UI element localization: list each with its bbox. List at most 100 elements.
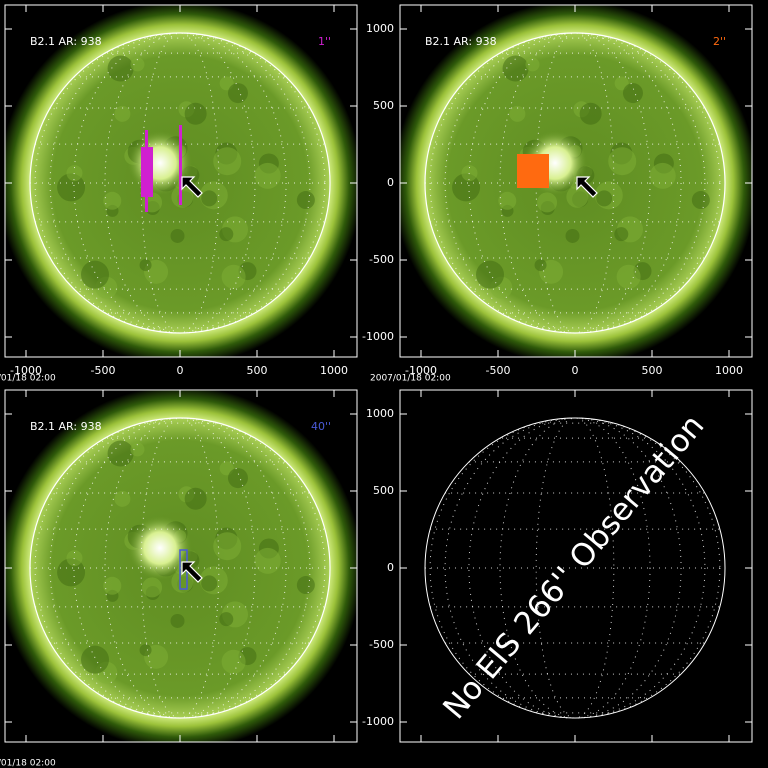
disk-patch <box>219 227 234 242</box>
disk-patch <box>296 191 315 210</box>
disk-patch <box>213 532 242 561</box>
plot-frame <box>399 4 753 358</box>
disk-patch <box>579 102 602 125</box>
disk-patch <box>142 577 163 598</box>
x-tick-label: 0 <box>572 364 579 377</box>
disk-patch <box>649 162 676 189</box>
disk-patch <box>107 55 134 82</box>
meridian <box>468 417 682 719</box>
disk-patch <box>66 550 83 567</box>
disk-patch <box>80 260 109 289</box>
no-data-message: No EIS 266'' Observation <box>436 408 711 726</box>
date-label: 2007/01/18 02:00 <box>0 374 56 384</box>
panel-label: B2.1 AR: 938 <box>30 35 102 48</box>
pointer-arrow <box>576 176 598 198</box>
disk-patch <box>254 547 281 574</box>
meridian <box>499 32 651 334</box>
disk-patch <box>596 190 613 207</box>
pointer-arrow <box>181 561 203 583</box>
disk-patch <box>139 644 152 657</box>
y-tick-label: 500 <box>373 99 394 112</box>
disk-patch <box>509 105 526 122</box>
disk-patch <box>103 576 122 595</box>
panel <box>5 390 357 742</box>
meridian <box>73 32 287 334</box>
disk-patch <box>566 185 589 208</box>
disk-patch <box>534 259 547 272</box>
disk-patch <box>66 165 83 182</box>
disk-patch <box>171 570 194 593</box>
slit-label: 2'' <box>713 35 726 48</box>
x-tick-label: 1000 <box>715 364 743 377</box>
disk-patch <box>57 558 86 587</box>
date-label: 2007/01/18 02:00 <box>370 374 451 384</box>
pointer-arrow <box>181 176 203 198</box>
disk-patch <box>254 162 281 189</box>
x-tick-label: 500 <box>642 364 663 377</box>
y-tick-label: -500 <box>369 253 394 266</box>
disk-patch <box>498 191 517 210</box>
x-tick-label: -500 <box>91 364 116 377</box>
y-tick-label: -1000 <box>362 715 394 728</box>
panel-label: B2.1 AR: 938 <box>30 420 102 433</box>
disk-patch <box>221 649 246 674</box>
disk-patch <box>537 192 558 213</box>
meridian <box>140 417 220 719</box>
disk-patch <box>475 260 504 289</box>
x-tick-label: 500 <box>247 364 268 377</box>
plot-frame <box>4 389 358 743</box>
y-tick-label: 1000 <box>366 22 394 35</box>
x-tick-label: -1000 <box>405 364 437 377</box>
slit-label: 40'' <box>311 420 331 433</box>
disk-patch <box>614 227 629 242</box>
x-tick-label: -500 <box>486 364 511 377</box>
y-tick-label: 1000 <box>366 407 394 420</box>
meridian <box>104 417 256 719</box>
disk-patch <box>170 228 185 243</box>
disk-patch <box>170 613 185 628</box>
y-tick-label: -1000 <box>362 330 394 343</box>
plot-frame <box>399 389 753 743</box>
disk-patch <box>296 576 315 595</box>
disk-patch <box>184 102 207 125</box>
x-tick-label: 1000 <box>320 364 348 377</box>
disk-patch <box>565 228 580 243</box>
panel-label: B2.1 AR: 938 <box>425 35 497 48</box>
disk-patch <box>525 57 540 72</box>
disk-patch <box>691 191 710 210</box>
disk-patch <box>227 83 248 104</box>
slit-label: 1'' <box>318 35 331 48</box>
disk-patch <box>502 55 529 82</box>
disk-patch <box>107 440 134 467</box>
disk-patch <box>171 185 194 208</box>
disk-patch <box>130 57 145 72</box>
meridian <box>49 32 311 334</box>
disk-patch <box>622 83 643 104</box>
date-label: 2007/01/18 02:00 <box>0 759 56 768</box>
disk-patch <box>219 612 234 627</box>
disk-patch <box>114 490 131 507</box>
y-tick-label: 500 <box>373 484 394 497</box>
meridian <box>73 417 287 719</box>
meridian <box>535 32 615 334</box>
disk-patch <box>461 165 478 182</box>
disk-patch <box>201 575 218 592</box>
disk-patch <box>184 487 207 510</box>
disk-patch <box>452 173 481 202</box>
active-region <box>128 516 192 580</box>
panel <box>400 5 752 357</box>
meridian <box>499 417 651 719</box>
meridian <box>468 32 682 334</box>
meridian <box>104 32 256 334</box>
x-tick-label: 0 <box>177 364 184 377</box>
disk-patch <box>114 105 131 122</box>
disk-patch <box>57 173 86 202</box>
disk-patch <box>221 264 246 289</box>
disk-patch <box>201 190 218 207</box>
meridian <box>444 417 706 719</box>
meridian <box>140 32 220 334</box>
meridian <box>535 417 615 719</box>
panel <box>424 417 726 719</box>
